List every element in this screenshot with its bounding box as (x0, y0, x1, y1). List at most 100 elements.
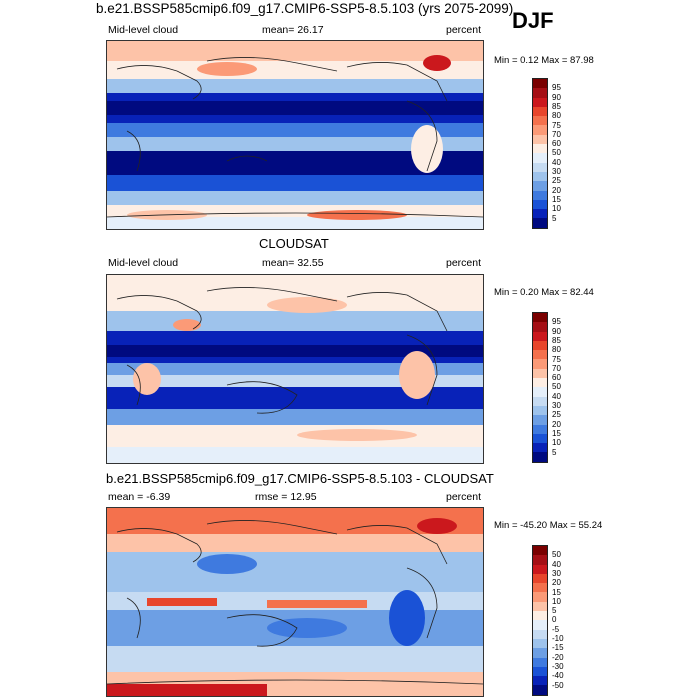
panel1-colorbar-swatch (533, 125, 547, 135)
panel3-colorbar-tick-label: 5 (552, 606, 557, 616)
panel2-colorbar-swatch (533, 331, 547, 341)
figure-title: b.e21.BSSP585cmip6.f09_g17.CMIP6-SSP5-8.… (96, 1, 514, 16)
panel2-units: percent (446, 257, 482, 269)
panel3-mean: mean = -6.39 (108, 491, 171, 503)
panel1-colorbar-swatch (533, 162, 547, 172)
panel1-colorbar-tick-label: 30 (552, 167, 561, 176)
panel2-mean-value: 32.55 (297, 257, 324, 269)
panel2-colorbar-tick-label: 25 (552, 410, 561, 420)
panel3-colorbar-swatch (533, 648, 547, 658)
panel2-colorbar (532, 312, 548, 463)
panel2-colorbar-swatch (533, 424, 547, 434)
panel3-colorbar-tick-label: -20 (552, 652, 564, 662)
panel2-colorbar-tick-label: 15 (552, 428, 561, 438)
panel3-colorbar-tick-label: 50 (552, 550, 561, 560)
panel1-colorbar-swatch (533, 134, 547, 145)
panel2-colorbar-tick-label: 50 (552, 382, 561, 392)
panel3-colorbar-swatch (533, 666, 547, 677)
panel3-colorbar-swatch (533, 601, 547, 612)
panel1-minmax: Min = 0.12 Max = 87.98 (494, 55, 594, 66)
panel2-variable-label: Mid-level cloud (108, 257, 179, 269)
panel3-colorbar-tick-label: -15 (552, 643, 564, 653)
panel1-colorbar-tick-label: 5 (552, 213, 557, 223)
panel1-units: percent (446, 24, 482, 36)
panel1-colorbar-tick-label: 70 (552, 129, 561, 139)
panel3-colorbar-tick-label: -30 (552, 661, 564, 671)
panel3-rmse: rmse = 12.95 (255, 492, 317, 503)
panel3-minmax: Min = -45.20 Max = 55.24 (494, 520, 603, 531)
panel3-colorbar-tick-label: 40 (552, 559, 561, 569)
panel1-colorbar-tick-label: 95 (552, 83, 561, 93)
panel1-colorbar-swatch (533, 181, 547, 191)
panel2-colorbar-tick-label: 75 (552, 354, 561, 364)
panel3-map-svg (107, 508, 483, 696)
panel2-minmax: Min = 0.20 Max = 82.44 (494, 287, 594, 298)
panel2-colorbar-tick-label: 30 (552, 401, 561, 410)
panel1-colorbar-swatch (533, 209, 547, 219)
panel2-colorbar-tick-label: 95 (552, 317, 561, 327)
panel2-mean-label: mean= (262, 257, 295, 269)
panel2-colorbar-swatch (533, 396, 547, 406)
panel2-colorbar-tick-label: 70 (552, 363, 561, 373)
panel3-colorbar-swatch (533, 555, 547, 565)
panel3-colorbar-swatch (533, 573, 547, 584)
panel3-colorbar-tick-label: -5 (552, 624, 560, 634)
panel1-variable-label: Mid-level cloud (108, 24, 179, 36)
panel3-rmse-label: rmse = (255, 491, 288, 503)
panel2-colorbar-swatch (533, 350, 547, 360)
panel2-colorbar-swatch (533, 322, 547, 332)
panel3-colorbar-swatch (533, 592, 547, 602)
panel3-colorbar-swatch (533, 638, 547, 649)
panel1-colorbar-swatch (533, 199, 547, 210)
panel2-map-svg (107, 275, 483, 463)
panel3-colorbar-swatch (533, 657, 547, 667)
panel1-colorbar-swatch (533, 88, 547, 98)
panel1-colorbar-swatch (533, 190, 547, 200)
panel1-map-svg (107, 41, 483, 229)
panel2-colorbar-swatch (533, 387, 547, 397)
panel2-colorbar-swatch (533, 452, 547, 462)
panel2-colorbar-tick-label: 80 (552, 345, 561, 355)
panel1-colorbar-swatch (533, 153, 547, 163)
panel1-colorbar-swatch (533, 144, 547, 154)
panel3-colorbar-tick-label: -50 (552, 680, 564, 690)
panel3-colorbar-swatch (533, 583, 547, 593)
panel1-colorbar-tick-label: 90 (552, 92, 561, 102)
panel3-colorbar-tick-label: -10 (552, 634, 564, 643)
panel3-units: percent (446, 491, 482, 503)
panel1-colorbar-swatch (533, 97, 547, 107)
panel2-colorbar-swatch (533, 313, 547, 323)
panel3-map (106, 507, 484, 697)
panel3-colorbar-swatch (533, 620, 547, 630)
panel3-colorbar-swatch (533, 546, 547, 556)
panel1-mean-value: 26.17 (297, 24, 324, 36)
panel2-colorbar-tick-label: 5 (552, 447, 557, 457)
panel1-colorbar-tick-label: 20 (552, 185, 561, 195)
panel3-colorbar-tick-label: 30 (552, 568, 561, 578)
panel1-map (106, 40, 484, 230)
panel2-colorbar-swatch (533, 433, 547, 444)
panel2-colorbar-swatch (533, 359, 547, 369)
panel2-mean: mean= 32.55 (262, 258, 324, 269)
panel1-colorbar-tick-label: 80 (552, 111, 561, 121)
panel3-colorbar-tick-label: -40 (552, 671, 564, 681)
panel2-colorbar-swatch (533, 368, 547, 379)
panel2-colorbar-tick-label: 90 (552, 326, 561, 336)
panel2-colorbar-tick-label: 10 (552, 438, 561, 448)
panel1-colorbar-swatch (533, 171, 547, 182)
panel2-colorbar-tick-label: 85 (552, 335, 561, 345)
panel3-colorbar-swatch (533, 629, 547, 639)
panel1-mean-label: mean= (262, 24, 295, 36)
panel1-mean: mean= 26.17 (262, 25, 324, 36)
panel3-colorbar-swatch (533, 564, 547, 574)
panel1-colorbar-swatch (533, 79, 547, 89)
panel3-colorbar-tick-label: 10 (552, 596, 561, 606)
panel1-colorbar-tick-label: 85 (552, 101, 561, 111)
panel1-colorbar-tick-label: 15 (552, 194, 561, 204)
panel3-colorbar-swatch (533, 676, 547, 686)
panel3-colorbar-tick-label: 15 (552, 587, 561, 597)
panel1-colorbar-swatch (533, 116, 547, 126)
panel3-title: b.e21.BSSP585cmip6.f09_g17.CMIP6-SSP5-8.… (106, 471, 494, 486)
panel3-colorbar-tick-label: 20 (552, 578, 561, 588)
panel3-colorbar-swatch (533, 611, 547, 621)
